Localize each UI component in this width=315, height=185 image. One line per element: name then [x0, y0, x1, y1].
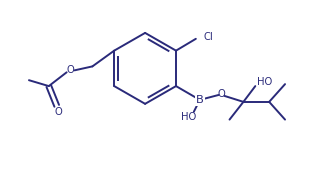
Text: O: O: [67, 65, 74, 75]
Text: B: B: [196, 95, 204, 105]
Text: HO: HO: [181, 112, 197, 122]
Text: O: O: [55, 107, 63, 117]
Text: Cl: Cl: [204, 32, 214, 42]
Text: O: O: [218, 89, 226, 99]
Text: HO: HO: [257, 77, 272, 87]
